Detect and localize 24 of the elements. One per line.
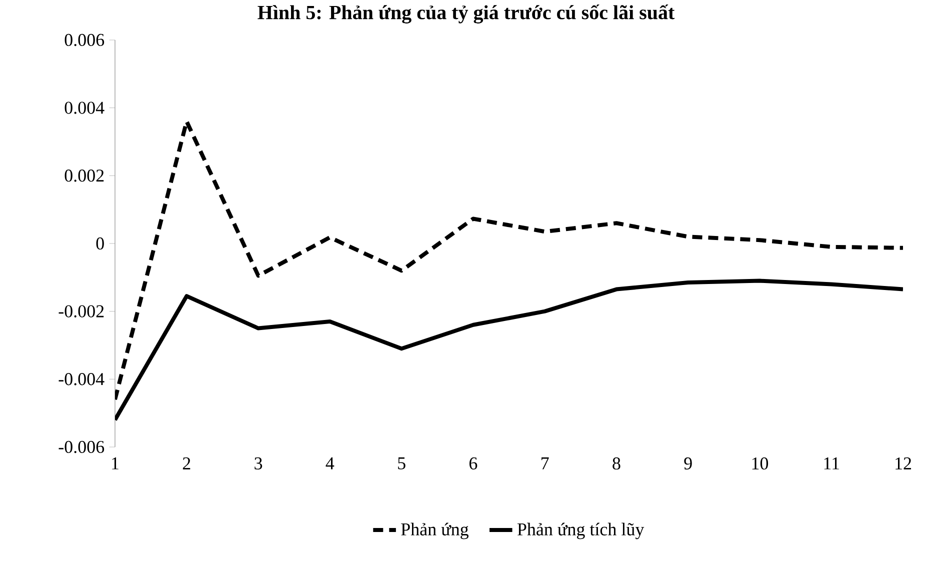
x-tick-label: 10 [752,457,768,470]
x-tick-label: 7 [542,457,549,470]
legend-label: Phản ứng [401,522,468,540]
y-tick-label: -0.002 [58,305,104,318]
line-series [115,119,904,402]
legend-label: Phản ứng tích lũy [517,522,644,540]
x-tick-label: 2 [182,457,190,470]
line-series [115,278,904,422]
y-tick-label: 0.004 [64,102,104,114]
x-tick-label: 3 [254,457,262,470]
y-tick-label: -0.004 [58,373,104,386]
x-tick-label: 12 [896,457,912,470]
chart-title: Hình 5: Phản ứng của tỷ giá trước cú sốc lãi suất [258,4,675,24]
x-tick-label: 4 [326,457,334,470]
y-tick-label: 0.002 [64,170,104,182]
y-tick-label: 0 [96,237,104,250]
x-tick-label: 1 [112,457,118,470]
x-tick-label: 5 [398,457,406,470]
x-tick-label: 9 [684,457,692,470]
y-tick-label: -0.006 [58,440,104,454]
y-tick-label: 0.006 [64,34,104,46]
x-tick-label: 11 [824,457,839,470]
x-tick-label: 8 [612,457,620,470]
x-tick-label: 6 [469,457,478,470]
